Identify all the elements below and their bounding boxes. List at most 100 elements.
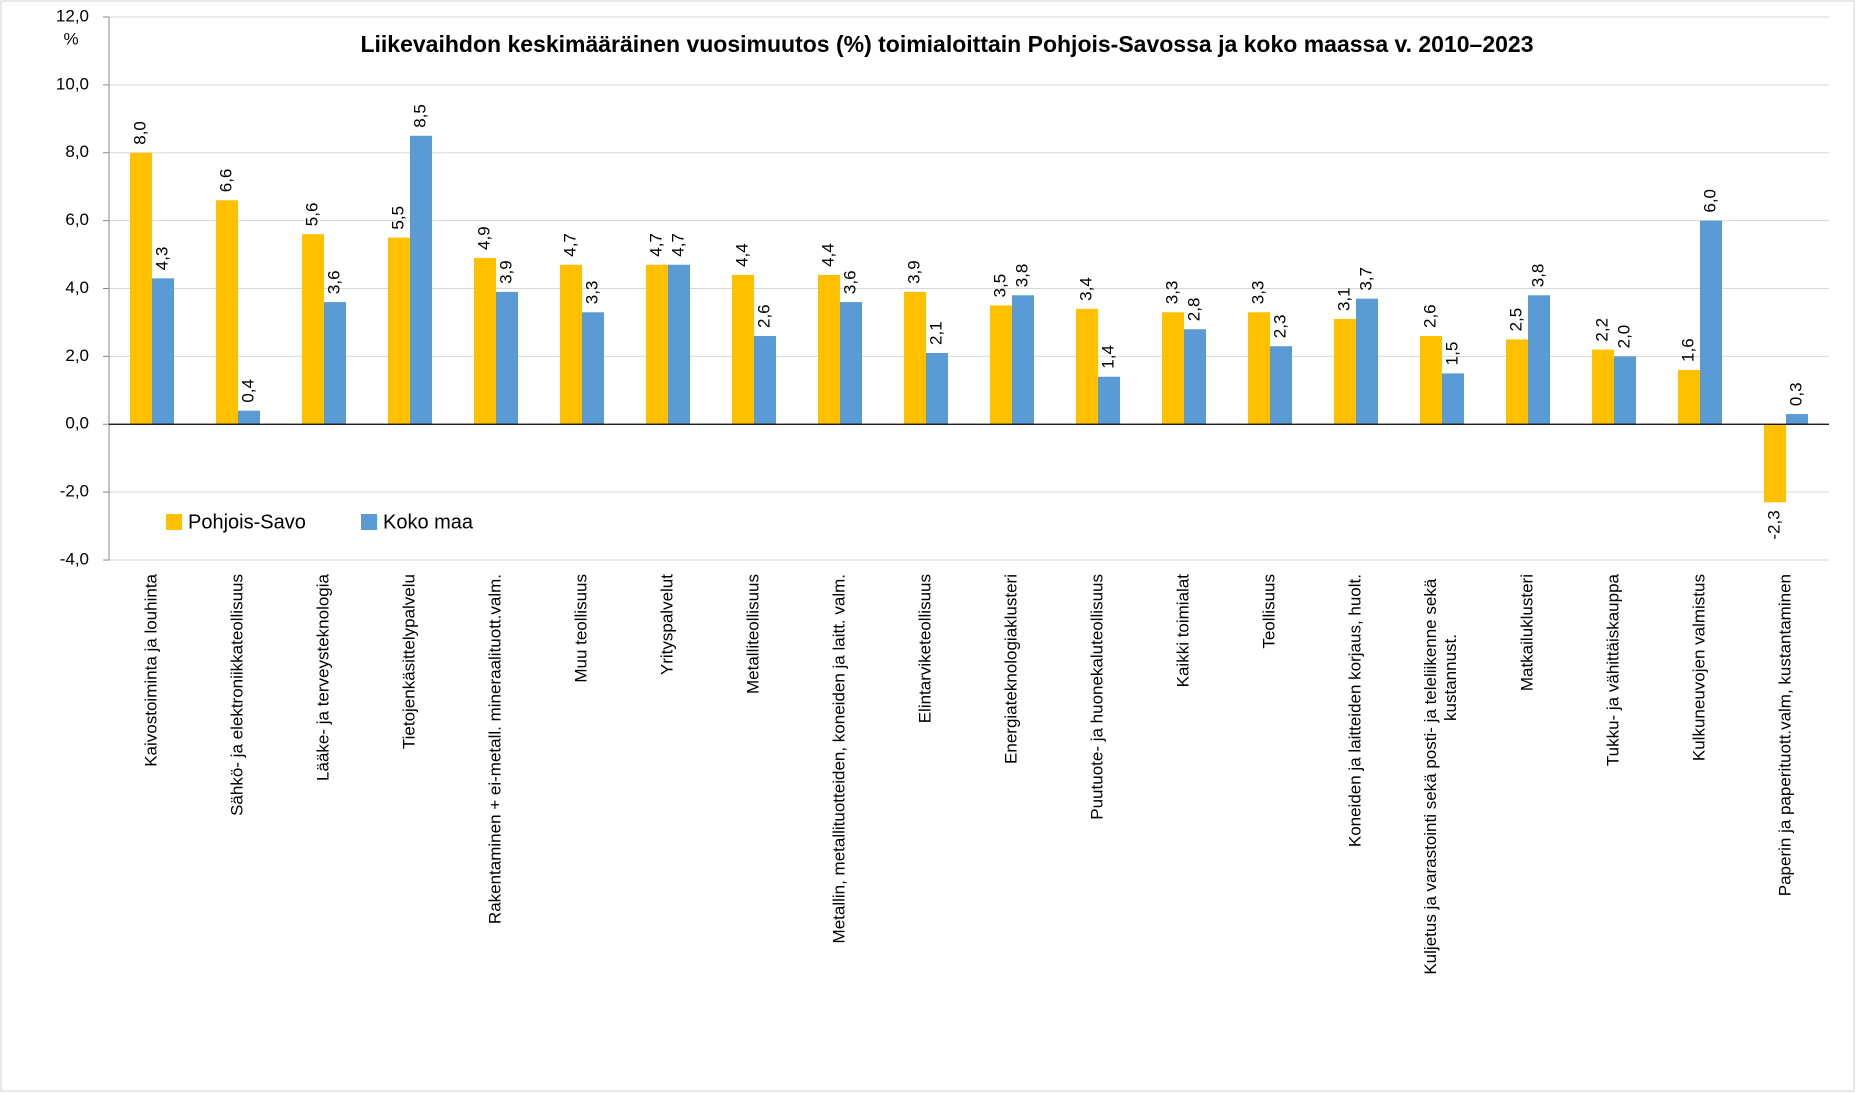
data-label: 4,4 [732,243,751,267]
bar [238,410,260,425]
data-label: 3,8 [1012,264,1031,288]
data-label: 1,5 [1442,342,1461,366]
y-tick-label: 0,0 [65,414,89,433]
bar [216,200,238,425]
bar [1764,424,1786,503]
chart-title: Liikevaihdon keskimääräinen vuosimuutos … [360,31,1533,57]
bar [1076,308,1098,425]
x-tick-label: Energiateknologiaklusteri [1001,574,1020,764]
y-tick-label: 12,0 [56,6,89,25]
data-label: 2,6 [1420,304,1439,328]
x-tick-label: Kulkuneuvojen valmistus [1689,574,1708,761]
x-tick-label: Koneiden ja laitteiden korjaus, huolt. [1345,574,1364,847]
data-label: 3,8 [1528,264,1547,288]
data-label: 3,3 [1248,281,1267,305]
data-label: 3,3 [1162,281,1181,305]
data-label: 8,0 [130,121,149,145]
data-label: 6,6 [216,169,235,193]
x-tick-label: Metallin, metallituotteiden, koneiden ja… [829,574,848,943]
data-label: 3,3 [582,281,601,305]
data-label: 4,3 [152,247,171,271]
bar [1528,295,1550,425]
data-label: 2,0 [1614,325,1633,349]
data-label: 1,4 [1098,345,1117,369]
x-tick-label: Puutuote- ja huonekaluteollisuus [1087,574,1106,820]
bar [990,305,1012,425]
bar [582,312,604,425]
bar [840,302,862,425]
x-tick-label: Metalliteollisuus [743,574,762,694]
data-label: 4,7 [560,233,579,257]
bar [1356,298,1378,425]
data-label: 3,9 [496,260,515,284]
bar [410,135,432,425]
data-label: 2,8 [1184,298,1203,322]
data-label: 6,0 [1700,189,1719,213]
x-tick-label: Rakentaminen + ei-metall. mineraalituott… [485,574,504,924]
x-tick-label: Elintarviketeollisuus [915,574,934,723]
x-tick-label: Paperin ja paperituott.valm, kustantamin… [1775,574,1794,896]
bar [1678,369,1700,425]
bar [324,302,346,425]
bar [754,336,776,425]
data-label: 0,4 [238,379,257,403]
data-label: 4,9 [474,226,493,250]
legend-swatch [166,514,182,530]
x-tick-label: Sähkö- ja elektroniikkateollisuus [227,574,246,816]
y-tick-label: 6,0 [65,210,89,229]
bar [560,264,582,425]
bar [1184,329,1206,425]
y-tick-label: -4,0 [60,549,89,568]
data-label: 3,6 [840,270,859,294]
x-tick-label: Kuljetus ja varastointi sekä posti- ja t… [1421,574,1460,975]
data-label: 2,5 [1506,308,1525,332]
data-label: 2,3 [1270,315,1289,339]
bar [732,274,754,425]
data-label: 3,5 [990,274,1009,298]
data-label: 4,7 [668,233,687,257]
legend-swatch [361,514,377,530]
data-label: 3,6 [324,270,343,294]
bar [1012,295,1034,425]
legend-label: Pohjois-Savo [188,511,306,533]
bar [668,264,690,425]
x-tick-label: Teollisuus [1259,574,1278,649]
bar [496,291,518,425]
x-tick-label: Kaikki toimialat [1173,574,1192,688]
bar [474,257,496,425]
y-tick-label: 8,0 [65,142,89,161]
x-tick-label: Lääke- ja terveysteknologia [313,573,332,781]
data-label: 3,1 [1334,287,1353,311]
bar [1420,336,1442,425]
bar [1786,414,1808,425]
x-tick-label: Tietojenkäsittelypalvelu [399,574,418,749]
data-label: 3,9 [904,260,923,284]
y-tick-label: 4,0 [65,278,89,297]
legend-label: Koko maa [383,511,474,533]
data-label: 8,5 [410,104,429,128]
data-label: 4,4 [818,243,837,267]
bar [904,291,926,425]
bar [926,352,948,425]
y-tick-label: -2,0 [60,482,89,501]
bar [1248,312,1270,425]
data-label: 5,5 [388,206,407,230]
data-label: 2,6 [754,304,773,328]
x-tick-label: Matkailuklusteri [1517,574,1536,691]
y-axis-label: % [63,29,78,48]
bar [152,278,174,425]
data-label: 3,7 [1356,267,1375,291]
bar [646,264,668,425]
y-tick-label: 10,0 [56,74,89,93]
bar [1334,319,1356,425]
bar [818,274,840,425]
bar [302,234,324,425]
bar [1162,312,1184,425]
bar [1592,349,1614,425]
x-tick-label: Muu teollisuus [571,574,590,683]
data-label: -2,3 [1764,510,1783,539]
bar [1506,339,1528,425]
data-label: 4,7 [646,233,665,257]
